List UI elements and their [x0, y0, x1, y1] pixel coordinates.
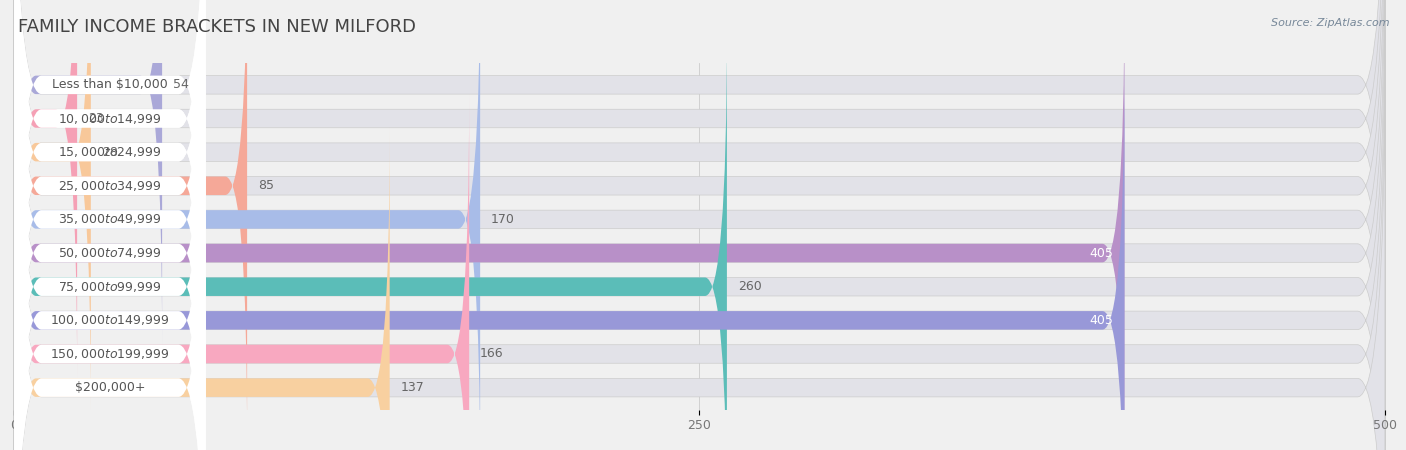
FancyBboxPatch shape — [14, 0, 1385, 450]
FancyBboxPatch shape — [14, 0, 1385, 450]
FancyBboxPatch shape — [14, 128, 389, 450]
FancyBboxPatch shape — [14, 60, 207, 450]
FancyBboxPatch shape — [14, 0, 207, 446]
FancyBboxPatch shape — [14, 0, 1385, 450]
FancyBboxPatch shape — [14, 0, 207, 412]
FancyBboxPatch shape — [14, 0, 1385, 412]
Text: 23: 23 — [89, 112, 104, 125]
Text: $150,000 to $199,999: $150,000 to $199,999 — [51, 347, 170, 361]
FancyBboxPatch shape — [14, 0, 207, 450]
FancyBboxPatch shape — [14, 27, 1385, 450]
Text: $200,000+: $200,000+ — [75, 381, 145, 394]
FancyBboxPatch shape — [14, 60, 1385, 450]
FancyBboxPatch shape — [14, 0, 207, 450]
FancyBboxPatch shape — [14, 0, 1385, 450]
FancyBboxPatch shape — [14, 0, 91, 412]
FancyBboxPatch shape — [14, 0, 162, 345]
FancyBboxPatch shape — [14, 60, 1125, 450]
Text: 137: 137 — [401, 381, 425, 394]
FancyBboxPatch shape — [14, 0, 207, 450]
FancyBboxPatch shape — [14, 0, 1385, 450]
FancyBboxPatch shape — [14, 0, 207, 450]
FancyBboxPatch shape — [14, 0, 207, 450]
FancyBboxPatch shape — [14, 60, 207, 450]
Text: $75,000 to $99,999: $75,000 to $99,999 — [58, 280, 162, 294]
FancyBboxPatch shape — [14, 0, 77, 378]
FancyBboxPatch shape — [14, 0, 207, 446]
Text: 405: 405 — [1090, 314, 1114, 327]
Text: 166: 166 — [481, 347, 503, 360]
FancyBboxPatch shape — [14, 27, 727, 450]
Text: $100,000 to $149,999: $100,000 to $149,999 — [51, 313, 170, 327]
Text: $50,000 to $74,999: $50,000 to $74,999 — [58, 246, 162, 260]
Text: Source: ZipAtlas.com: Source: ZipAtlas.com — [1271, 18, 1389, 28]
Text: $35,000 to $49,999: $35,000 to $49,999 — [58, 212, 162, 226]
Text: 260: 260 — [738, 280, 762, 293]
Text: Less than $10,000: Less than $10,000 — [52, 78, 167, 91]
Text: 170: 170 — [491, 213, 515, 226]
Text: FAMILY INCOME BRACKETS IN NEW MILFORD: FAMILY INCOME BRACKETS IN NEW MILFORD — [18, 18, 416, 36]
Text: $10,000 to $14,999: $10,000 to $14,999 — [58, 112, 162, 126]
FancyBboxPatch shape — [14, 0, 1385, 446]
Text: 54: 54 — [173, 78, 188, 91]
Text: $15,000 to $24,999: $15,000 to $24,999 — [58, 145, 162, 159]
FancyBboxPatch shape — [14, 0, 1385, 450]
Text: 85: 85 — [259, 179, 274, 192]
FancyBboxPatch shape — [14, 0, 207, 450]
Text: 405: 405 — [1090, 247, 1114, 260]
FancyBboxPatch shape — [14, 0, 207, 412]
Text: 28: 28 — [101, 146, 118, 159]
FancyBboxPatch shape — [14, 0, 207, 450]
FancyBboxPatch shape — [14, 0, 207, 450]
FancyBboxPatch shape — [14, 0, 207, 450]
FancyBboxPatch shape — [14, 27, 207, 450]
FancyBboxPatch shape — [14, 0, 1125, 450]
FancyBboxPatch shape — [14, 0, 247, 446]
FancyBboxPatch shape — [14, 0, 207, 450]
FancyBboxPatch shape — [14, 94, 470, 450]
FancyBboxPatch shape — [14, 0, 207, 450]
FancyBboxPatch shape — [14, 0, 481, 450]
FancyBboxPatch shape — [14, 0, 207, 450]
FancyBboxPatch shape — [14, 27, 207, 450]
Text: $25,000 to $34,999: $25,000 to $34,999 — [58, 179, 162, 193]
